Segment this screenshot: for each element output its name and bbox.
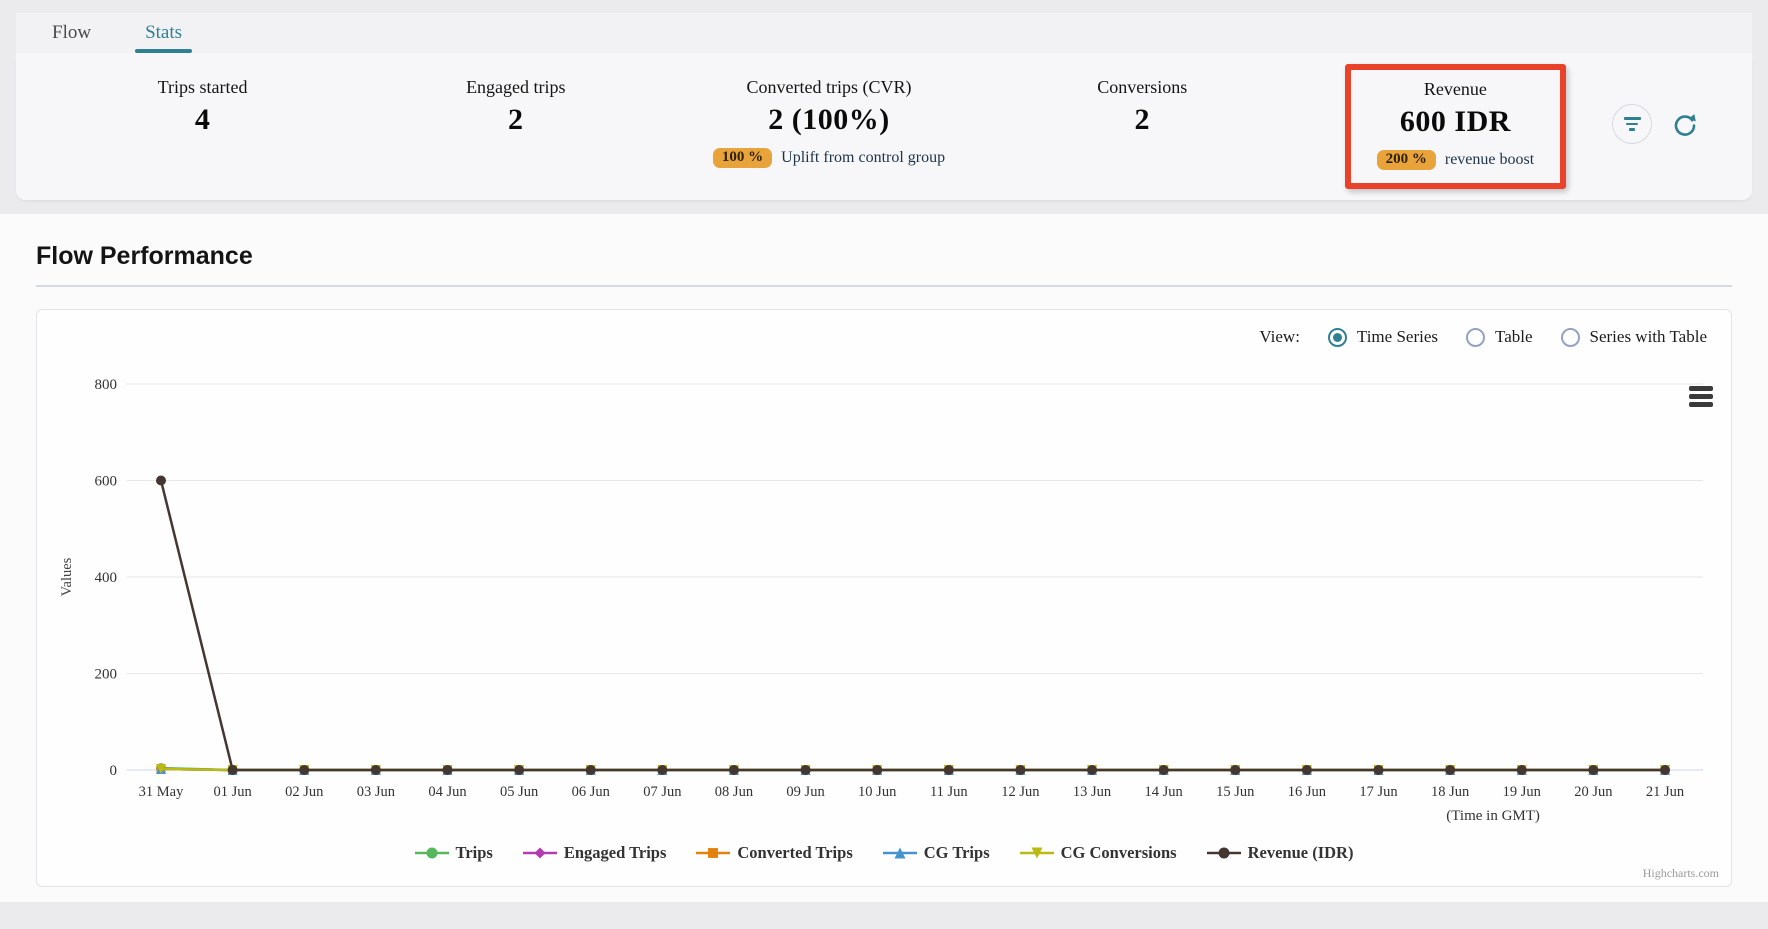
svg-text:08 Jun: 08 Jun — [715, 784, 754, 800]
legend-item-cg-conversions[interactable]: CG Conversions — [1019, 843, 1177, 863]
stat-trips-started: Trips started 4 — [46, 53, 359, 200]
section-divider — [36, 285, 1732, 287]
svg-text:18 Jun: 18 Jun — [1431, 784, 1470, 800]
tab-bar: Flow Stats — [16, 13, 1752, 53]
refresh-icon — [1674, 114, 1696, 136]
svg-text:20 Jun: 20 Jun — [1574, 784, 1613, 800]
chart-area: 0 200 400 600 800 Values 31 May 01 Jun 02 Jun 03 … — [53, 356, 1715, 841]
stat-engaged-trips: Engaged trips 2 — [359, 53, 672, 200]
svg-text:12 Jun: 12 Jun — [1001, 784, 1040, 800]
svg-text:05 Jun: 05 Jun — [500, 784, 539, 800]
revenue-highlight-box: Revenue 600 IDR 200 % revenue boost — [1344, 64, 1567, 189]
legend-marker-icon — [1206, 847, 1241, 859]
svg-text:Values: Values — [59, 557, 75, 596]
legend-marker-icon — [522, 847, 557, 859]
uplift-row: 100 % Uplift from control group — [712, 148, 946, 168]
svg-text:16 Jun: 16 Jun — [1288, 784, 1327, 800]
legend-item-engaged-trips[interactable]: Engaged Trips — [522, 843, 667, 863]
legend-marker-icon — [696, 848, 731, 858]
svg-text:07 Jun: 07 Jun — [643, 784, 682, 800]
legend-label: Trips — [455, 843, 493, 862]
stat-converted-trips: Converted trips (CVR) 2 (100%) 100 % Upl… — [672, 53, 985, 200]
svg-text:21 Jun: 21 Jun — [1646, 784, 1685, 800]
uplift-badge: 100 % — [712, 148, 773, 168]
stat-label: Conversions — [1097, 77, 1188, 97]
svg-text:200: 200 — [95, 667, 118, 683]
view-controls: View: Time Series Table Series with Tabl… — [53, 324, 1715, 350]
legend-item-cg-trips[interactable]: CG Trips — [882, 843, 990, 863]
refresh-button[interactable] — [1672, 112, 1698, 141]
revenue-boost-badge: 200 % — [1376, 150, 1436, 170]
legend-marker-icon — [414, 847, 449, 859]
view-option-time-series[interactable]: Time Series — [1327, 327, 1438, 347]
radio-time-series — [1327, 327, 1347, 347]
svg-text:02 Jun: 02 Jun — [285, 784, 324, 800]
chart-legend: Trips Engaged Trips Converted Trips CG Trip… — [53, 843, 1715, 863]
chart-menu-button[interactable] — [1689, 386, 1713, 407]
legend-label: CG Conversions — [1060, 843, 1177, 862]
svg-text:03 Jun: 03 Jun — [357, 784, 396, 800]
svg-text:31 May: 31 May — [139, 784, 184, 800]
legend-marker-icon — [1019, 847, 1054, 859]
legend-label: Converted Trips — [737, 843, 853, 862]
uplift-caption: Uplift from control group — [781, 149, 946, 166]
stat-value: 2 (100%) — [768, 103, 890, 136]
stat-conversions: Conversions 2 — [986, 53, 1299, 200]
stat-label: Trips started — [157, 77, 248, 97]
tab-stats[interactable]: Stats — [135, 13, 193, 53]
svg-text:(Time in GMT): (Time in GMT) — [1446, 808, 1540, 824]
view-option-table[interactable]: Table — [1466, 327, 1533, 347]
stat-label: Revenue — [1423, 79, 1487, 99]
svg-text:10 Jun: 10 Jun — [858, 784, 897, 800]
view-option-series-with-table[interactable]: Series with Table — [1560, 327, 1707, 347]
stat-value: 600 IDR — [1399, 105, 1511, 138]
stat-value: 4 — [194, 103, 211, 136]
svg-text:15 Jun: 15 Jun — [1216, 784, 1255, 800]
svg-text:09 Jun: 09 Jun — [786, 784, 825, 800]
stats-panel: Trips started 4 Engaged trips 2 Converte… — [16, 53, 1752, 200]
svg-text:19 Jun: 19 Jun — [1503, 784, 1542, 800]
view-label: View: — [1259, 327, 1300, 346]
svg-text:14 Jun: 14 Jun — [1145, 784, 1184, 800]
timeseries-chart: 0 200 400 600 800 Values 31 May 01 Jun 02 Jun 03 … — [59, 377, 1703, 824]
highcharts-credit[interactable]: Highcharts.com — [1642, 866, 1719, 880]
svg-text:01 Jun: 01 Jun — [213, 784, 252, 800]
stat-revenue: Revenue 600 IDR 200 % revenue boost — [1299, 53, 1612, 200]
legend-label: Revenue (IDR) — [1247, 843, 1354, 862]
active-tab-underline — [135, 49, 193, 53]
tab-flow[interactable]: Flow — [42, 13, 101, 53]
tab-flow-label: Flow — [52, 22, 92, 43]
svg-text:800: 800 — [95, 377, 118, 393]
legend-label: Engaged Trips — [563, 843, 667, 862]
svg-text:600: 600 — [95, 474, 118, 490]
legend-item-converted-trips[interactable]: Converted Trips — [696, 843, 853, 863]
panel-actions — [1612, 53, 1752, 200]
radio-table — [1466, 327, 1485, 347]
stat-value: 2 — [508, 103, 524, 136]
flow-performance-card: View: Time Series Table Series with Tabl… — [36, 309, 1732, 887]
legend-item-revenue-idr-[interactable]: Revenue (IDR) — [1206, 843, 1354, 863]
legend-label: CG Trips — [923, 843, 990, 862]
svg-text:17 Jun: 17 Jun — [1359, 784, 1398, 800]
radio-series-with-table — [1560, 327, 1580, 347]
hamburger-icon — [1689, 386, 1713, 391]
tab-stats-label: Stats — [145, 22, 183, 43]
svg-text:0: 0 — [110, 763, 118, 779]
legend-marker-icon — [882, 847, 917, 859]
filter-button[interactable] — [1612, 104, 1653, 144]
svg-text:13 Jun: 13 Jun — [1073, 784, 1112, 800]
svg-text:400: 400 — [95, 570, 118, 586]
filter-icon — [1623, 117, 1641, 120]
stat-value: 2 — [1134, 103, 1150, 136]
stat-label: Engaged trips — [466, 77, 566, 97]
stat-label: Converted trips (CVR) — [746, 77, 912, 97]
svg-text:06 Jun: 06 Jun — [572, 784, 611, 800]
revenue-boost-caption: revenue boost — [1444, 151, 1535, 168]
legend-item-trips[interactable]: Trips — [414, 843, 493, 863]
revenue-boost-row: 200 % revenue boost — [1376, 150, 1535, 170]
svg-text:04 Jun: 04 Jun — [428, 784, 467, 800]
main-section: Flow Performance View: Time Series Table… — [0, 214, 1768, 902]
page-title: Flow Performance — [36, 242, 253, 270]
svg-text:11 Jun: 11 Jun — [930, 784, 968, 800]
